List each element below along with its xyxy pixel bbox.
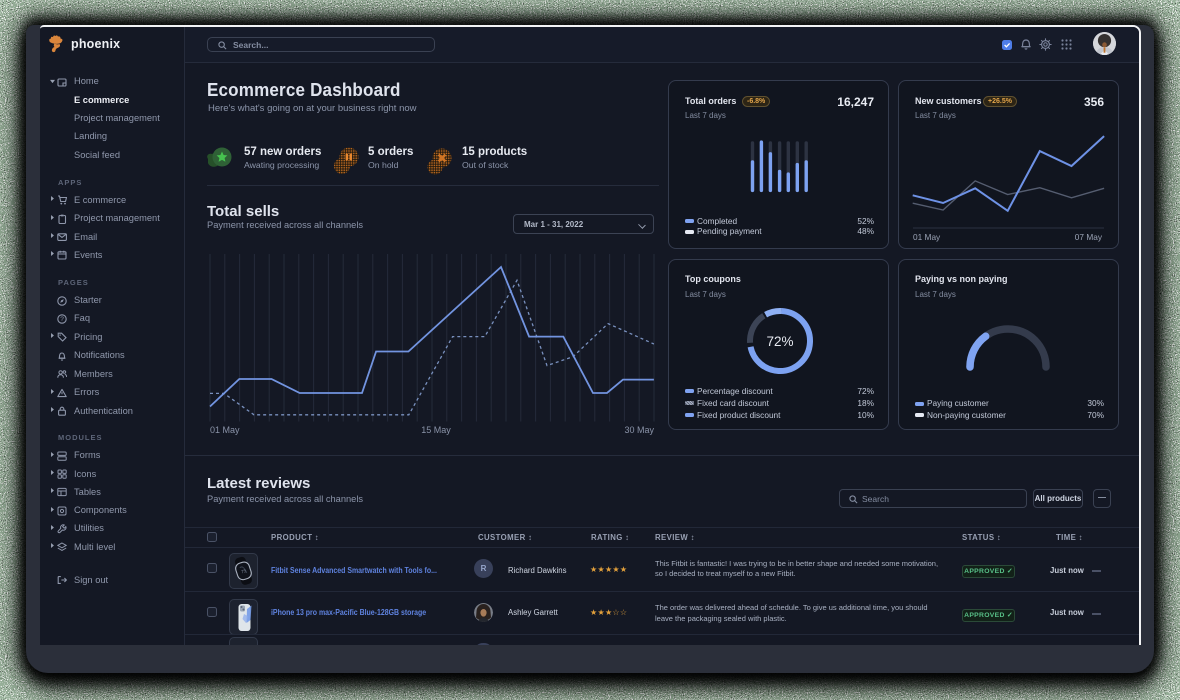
svg-text:75: 75	[240, 568, 247, 574]
svg-text:?: ?	[60, 316, 64, 323]
svg-text:30 May: 30 May	[624, 425, 654, 435]
svg-text:01 May: 01 May	[210, 425, 240, 435]
svg-text:15 May: 15 May	[421, 425, 451, 435]
